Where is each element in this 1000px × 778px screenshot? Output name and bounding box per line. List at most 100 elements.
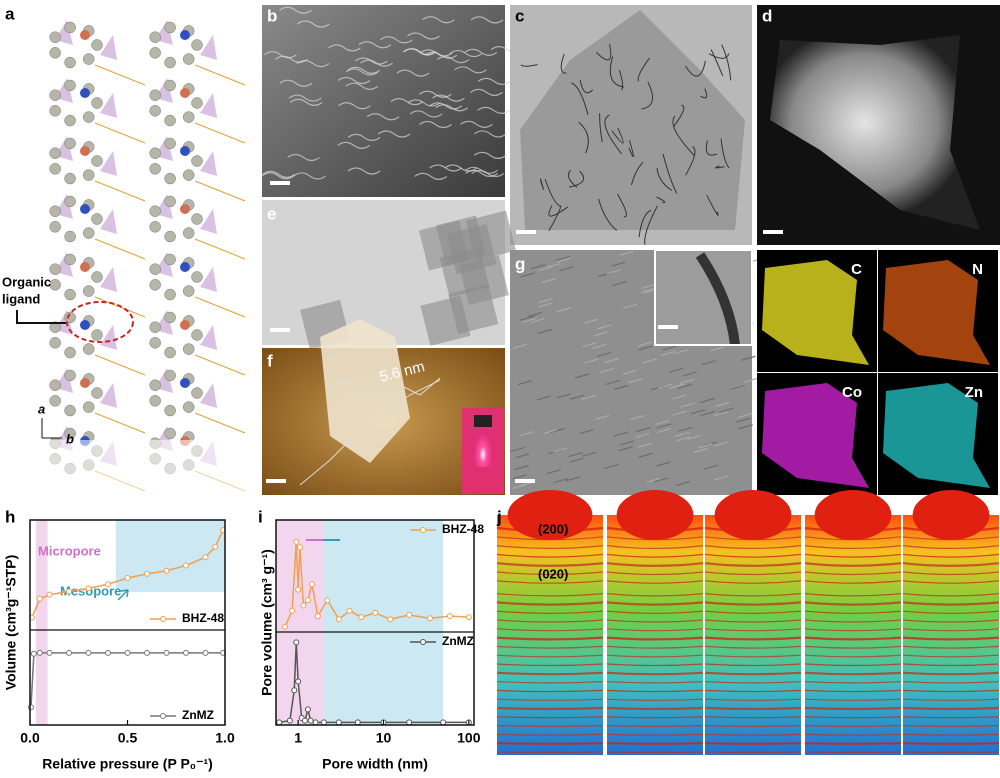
ring bbox=[704, 553, 802, 558]
atom bbox=[49, 147, 61, 159]
legend-label: BHZ-48 bbox=[182, 611, 224, 625]
wrinkle bbox=[685, 60, 706, 77]
atom bbox=[82, 53, 95, 65]
texture bbox=[293, 172, 327, 180]
texture bbox=[473, 151, 507, 159]
panel-label: j bbox=[496, 507, 502, 526]
atom-n bbox=[80, 146, 90, 156]
data-point bbox=[202, 649, 209, 656]
atom bbox=[64, 172, 76, 185]
data-point bbox=[66, 588, 72, 595]
atom bbox=[164, 79, 176, 92]
ring bbox=[496, 698, 604, 701]
wrinkle bbox=[611, 127, 624, 144]
atom bbox=[64, 311, 76, 324]
texture bbox=[473, 130, 507, 138]
texture bbox=[347, 66, 380, 74]
data-point bbox=[281, 623, 288, 630]
atom bbox=[164, 137, 176, 150]
wrinkle bbox=[560, 53, 567, 74]
lattice bbox=[538, 266, 553, 272]
texture bbox=[279, 6, 312, 14]
lattice bbox=[568, 451, 583, 458]
data-point bbox=[105, 581, 111, 588]
texture bbox=[435, 104, 469, 112]
atom bbox=[149, 205, 161, 217]
atom bbox=[91, 213, 103, 225]
data-point bbox=[440, 719, 447, 726]
annotation: Organic bbox=[2, 274, 51, 289]
atom bbox=[182, 169, 195, 181]
lattice bbox=[612, 280, 627, 287]
wrinkle bbox=[662, 153, 678, 194]
ring bbox=[902, 580, 1000, 584]
ring bbox=[902, 698, 1000, 701]
center-spot bbox=[912, 490, 990, 540]
ring bbox=[496, 601, 604, 606]
ring bbox=[704, 610, 802, 614]
data-point bbox=[289, 607, 296, 614]
bond bbox=[94, 122, 146, 144]
center-spot bbox=[714, 490, 792, 540]
legend-marker bbox=[160, 713, 166, 719]
atom bbox=[49, 47, 61, 59]
fade bbox=[0, 440, 255, 505]
ring bbox=[804, 580, 902, 584]
ring bbox=[606, 628, 704, 632]
ring bbox=[902, 706, 1000, 711]
wrinkle bbox=[706, 194, 719, 216]
lattice bbox=[637, 341, 653, 347]
data-point bbox=[295, 586, 302, 593]
atom bbox=[49, 337, 61, 349]
atom bbox=[91, 97, 103, 109]
texture bbox=[465, 166, 498, 174]
atom bbox=[182, 343, 195, 355]
atom bbox=[64, 346, 76, 359]
texture bbox=[338, 102, 371, 110]
lattice bbox=[657, 383, 673, 389]
lattice bbox=[611, 261, 626, 267]
legend-label: ZnMZ bbox=[442, 634, 474, 648]
atom bbox=[49, 89, 61, 101]
legend-marker bbox=[160, 616, 166, 622]
data-point bbox=[286, 717, 293, 724]
ring bbox=[902, 619, 1000, 623]
data-point bbox=[36, 595, 43, 602]
data-point bbox=[296, 544, 303, 551]
wrinkle bbox=[708, 53, 730, 59]
texture bbox=[436, 55, 470, 64]
atom bbox=[49, 379, 61, 391]
lattice bbox=[510, 446, 525, 452]
ring bbox=[804, 742, 902, 745]
element-label: Zn bbox=[965, 384, 983, 401]
atom-n bbox=[80, 262, 90, 272]
tetrahedron bbox=[100, 93, 117, 118]
bond bbox=[194, 296, 246, 318]
wrinkle bbox=[618, 69, 624, 91]
axis-name: b bbox=[66, 431, 74, 446]
data-point bbox=[85, 585, 92, 592]
atom bbox=[191, 387, 203, 399]
ring bbox=[496, 706, 604, 711]
atom bbox=[191, 39, 203, 51]
nanosheet bbox=[320, 319, 410, 464]
lattice bbox=[584, 358, 599, 364]
y-axis-label: Pore volume (cm³ g⁻¹) bbox=[259, 549, 275, 696]
atom bbox=[64, 56, 76, 69]
lattice bbox=[604, 357, 620, 364]
wrinkle bbox=[672, 115, 695, 157]
atom bbox=[149, 263, 161, 275]
data-point bbox=[212, 543, 219, 550]
panel-label: f bbox=[267, 351, 273, 370]
ring bbox=[606, 681, 704, 684]
ring bbox=[704, 645, 802, 649]
ring bbox=[902, 671, 1000, 676]
texture bbox=[264, 51, 297, 59]
data-point bbox=[406, 612, 413, 619]
tetrahedron bbox=[100, 35, 117, 60]
atom bbox=[91, 155, 103, 167]
lattice bbox=[536, 395, 552, 401]
lattice bbox=[600, 367, 615, 374]
atom bbox=[82, 227, 95, 239]
atom bbox=[149, 89, 161, 101]
